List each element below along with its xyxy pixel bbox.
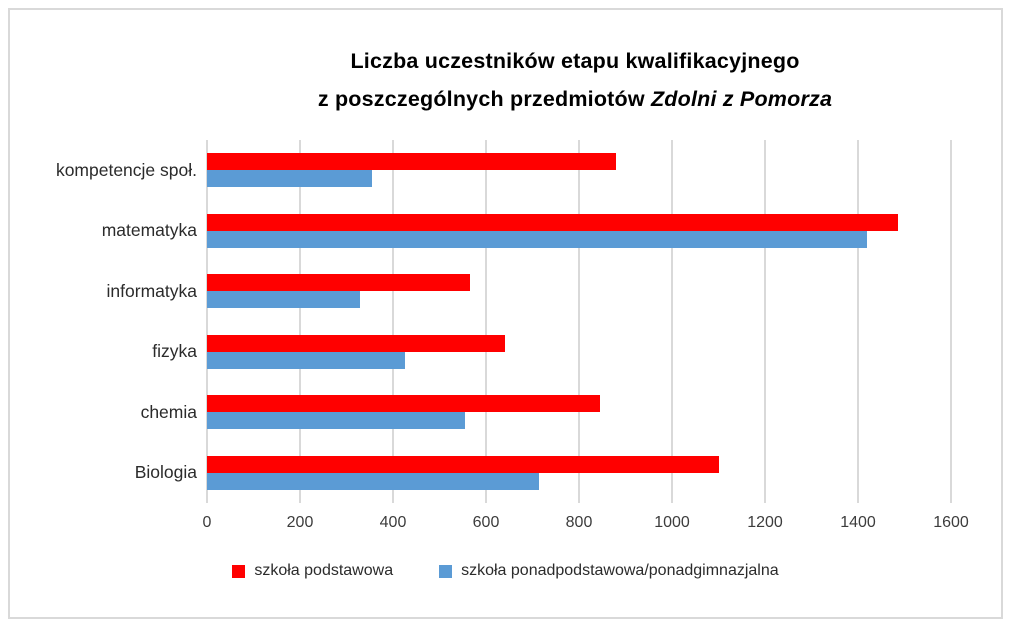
gridline-800 bbox=[578, 140, 580, 503]
gridline-1600 bbox=[950, 140, 952, 503]
bar-series2-2 bbox=[207, 230, 868, 248]
chart-title-line2: z poszczególnych przedmiotów Zdolni z Po… bbox=[200, 80, 950, 118]
bar-series2-6 bbox=[207, 472, 540, 490]
gridline-200 bbox=[299, 140, 301, 503]
bar-row-3 bbox=[207, 261, 951, 322]
bar-row-6 bbox=[207, 443, 951, 504]
legend: szkoła podstawowa szkoła ponadpodstawowa… bbox=[0, 562, 1011, 580]
x-tick-label-800: 800 bbox=[565, 514, 593, 531]
chart-title-line2-normal: z poszczególnych przedmiotów bbox=[317, 87, 651, 111]
gridline-1400 bbox=[857, 140, 859, 503]
category-label-3: informatyka bbox=[106, 280, 197, 301]
gridline-400 bbox=[392, 140, 394, 503]
legend-label: szkoła ponadpodstawowa/ponadgimnazjalna bbox=[461, 562, 779, 579]
gridline-600 bbox=[485, 140, 487, 503]
gridline-0 bbox=[206, 140, 208, 503]
x-tick-label-1600: 1600 bbox=[933, 514, 969, 531]
x-axis-tick-labels: 0 200 400 600 800 1000 1200 1400 1600 bbox=[203, 514, 969, 538]
category-label-4: fizyka bbox=[152, 341, 197, 362]
bar-rows bbox=[207, 140, 951, 503]
category-label-1: kompetencje społ. bbox=[55, 159, 197, 180]
x-tick-label-400: 400 bbox=[379, 514, 407, 531]
bar-row-1 bbox=[207, 140, 951, 201]
bar-row-5 bbox=[207, 382, 951, 443]
bar-row-2 bbox=[207, 201, 951, 262]
bar-series1-2 bbox=[207, 213, 898, 231]
category-label-5: chemia bbox=[140, 401, 197, 422]
chart-title-line1: Liczba uczestników etapu kwalifikacyjneg… bbox=[350, 49, 800, 73]
legend-item-szkola-podstawowa: szkoła podstawowa bbox=[232, 562, 393, 580]
x-tick-label-600: 600 bbox=[472, 514, 500, 531]
bar-series1-6 bbox=[207, 455, 719, 473]
plot-area bbox=[206, 140, 952, 503]
bar-series2-4 bbox=[207, 351, 405, 369]
x-tick-label-1400: 1400 bbox=[840, 514, 876, 531]
bar-series2-5 bbox=[207, 412, 466, 430]
gridline-1200 bbox=[764, 140, 766, 503]
bar-series1-4 bbox=[207, 334, 505, 352]
legend-swatch-blue bbox=[439, 564, 453, 578]
legend-item-szkola-ponadpodstawowa: szkoła ponadpodstawowa/ponadgimnazjalna bbox=[439, 562, 779, 580]
bar-series1-5 bbox=[207, 395, 600, 413]
category-label-6: Biologia bbox=[134, 462, 197, 483]
chart-title-line2-italic: Zdolni z Pomorza bbox=[650, 87, 833, 111]
chart-title: Liczba uczestników etapu kwalifikacyjneg… bbox=[200, 42, 950, 118]
legend-label: szkoła podstawowa bbox=[254, 562, 394, 579]
category-label-2: matematyka bbox=[101, 220, 197, 241]
x-tick-label-0: 0 bbox=[202, 514, 212, 531]
bar-series1-3 bbox=[207, 274, 470, 292]
bar-series2-1 bbox=[207, 170, 373, 188]
x-tick-label-1200: 1200 bbox=[747, 514, 783, 531]
gridline-1000 bbox=[671, 140, 673, 503]
x-tick-label-1000: 1000 bbox=[654, 514, 690, 531]
bar-series1-1 bbox=[207, 153, 617, 171]
x-tick-label-200: 200 bbox=[286, 514, 314, 531]
bar-series2-3 bbox=[207, 291, 361, 309]
y-axis-category-labels: kompetencje społ. matematyka informatyka fi… bbox=[12, 140, 197, 503]
legend-swatch-red bbox=[232, 564, 246, 578]
bar-row-4 bbox=[207, 322, 951, 383]
